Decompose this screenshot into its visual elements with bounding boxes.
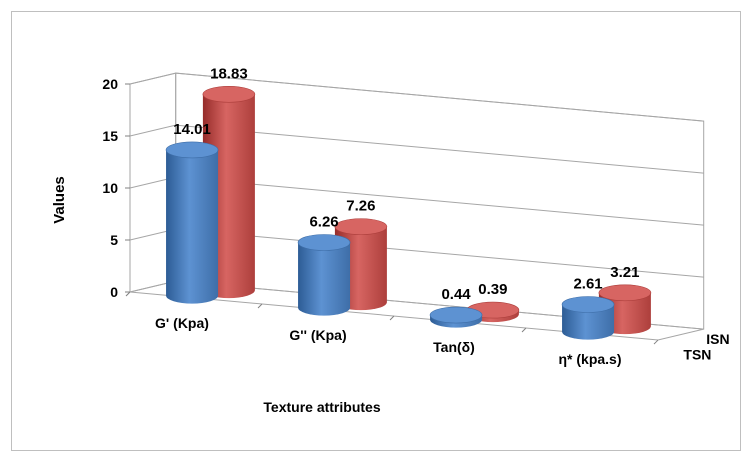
x-tick <box>389 315 395 321</box>
series-axis-label: TSN <box>683 346 711 362</box>
cylinder-top <box>165 141 219 159</box>
x-tick <box>257 303 263 309</box>
x-tick <box>521 327 527 333</box>
cylinder-tsn-1 <box>297 234 351 316</box>
x-tick-label: G' (Kpa) <box>155 315 209 331</box>
x-tick-label: Tan(δ) <box>433 339 475 355</box>
y-tick-label: 5 <box>110 232 118 248</box>
floor <box>129 280 704 341</box>
y-tick-label: 15 <box>102 128 118 144</box>
data-label: 7.26 <box>346 198 375 215</box>
cylinder-body <box>166 149 219 304</box>
cylinder-top <box>429 306 483 324</box>
data-label: 3.21 <box>610 264 639 281</box>
cylinder-top <box>561 296 615 313</box>
x-tick-label: η* (kpa.s) <box>558 351 621 367</box>
cylinder-top <box>297 234 351 251</box>
data-label: 0.44 <box>441 286 471 303</box>
cylinder-body <box>562 304 615 340</box>
cylinder-tsn-3 <box>561 296 615 340</box>
x-tick-label: G'' (Kpa) <box>289 327 346 343</box>
data-label: 14.01 <box>173 121 211 138</box>
cylinder-body <box>298 242 351 316</box>
x-tick <box>125 291 131 297</box>
data-label: 0.39 <box>478 281 507 298</box>
cylinder-top <box>598 284 652 302</box>
y-tick-label: 10 <box>102 180 118 196</box>
x-tick <box>653 339 659 345</box>
x-axis-title: Texture attributes <box>263 399 380 415</box>
data-label: 2.61 <box>573 275 602 292</box>
data-label: 6.26 <box>309 214 338 231</box>
cylinder-top <box>334 218 388 235</box>
y-axis-title: Values <box>51 176 68 224</box>
cylinder-tsn-2 <box>429 306 483 328</box>
cylinder-tsn-0 <box>165 141 219 304</box>
y-tick-label: 20 <box>102 76 118 92</box>
chart-labels: 0 5 10 15 20 G' (Kpa) G'' (Kpa) Tan(δ) η* (kpa.s… <box>102 65 729 367</box>
cylinder-top <box>202 85 256 103</box>
y-tick-label: 0 <box>110 284 118 300</box>
series-axis-label: ISN <box>706 331 729 347</box>
chart-bars <box>165 85 652 340</box>
gridline <box>129 72 704 122</box>
data-label: 18.83 <box>210 65 248 82</box>
gridline <box>129 124 704 174</box>
